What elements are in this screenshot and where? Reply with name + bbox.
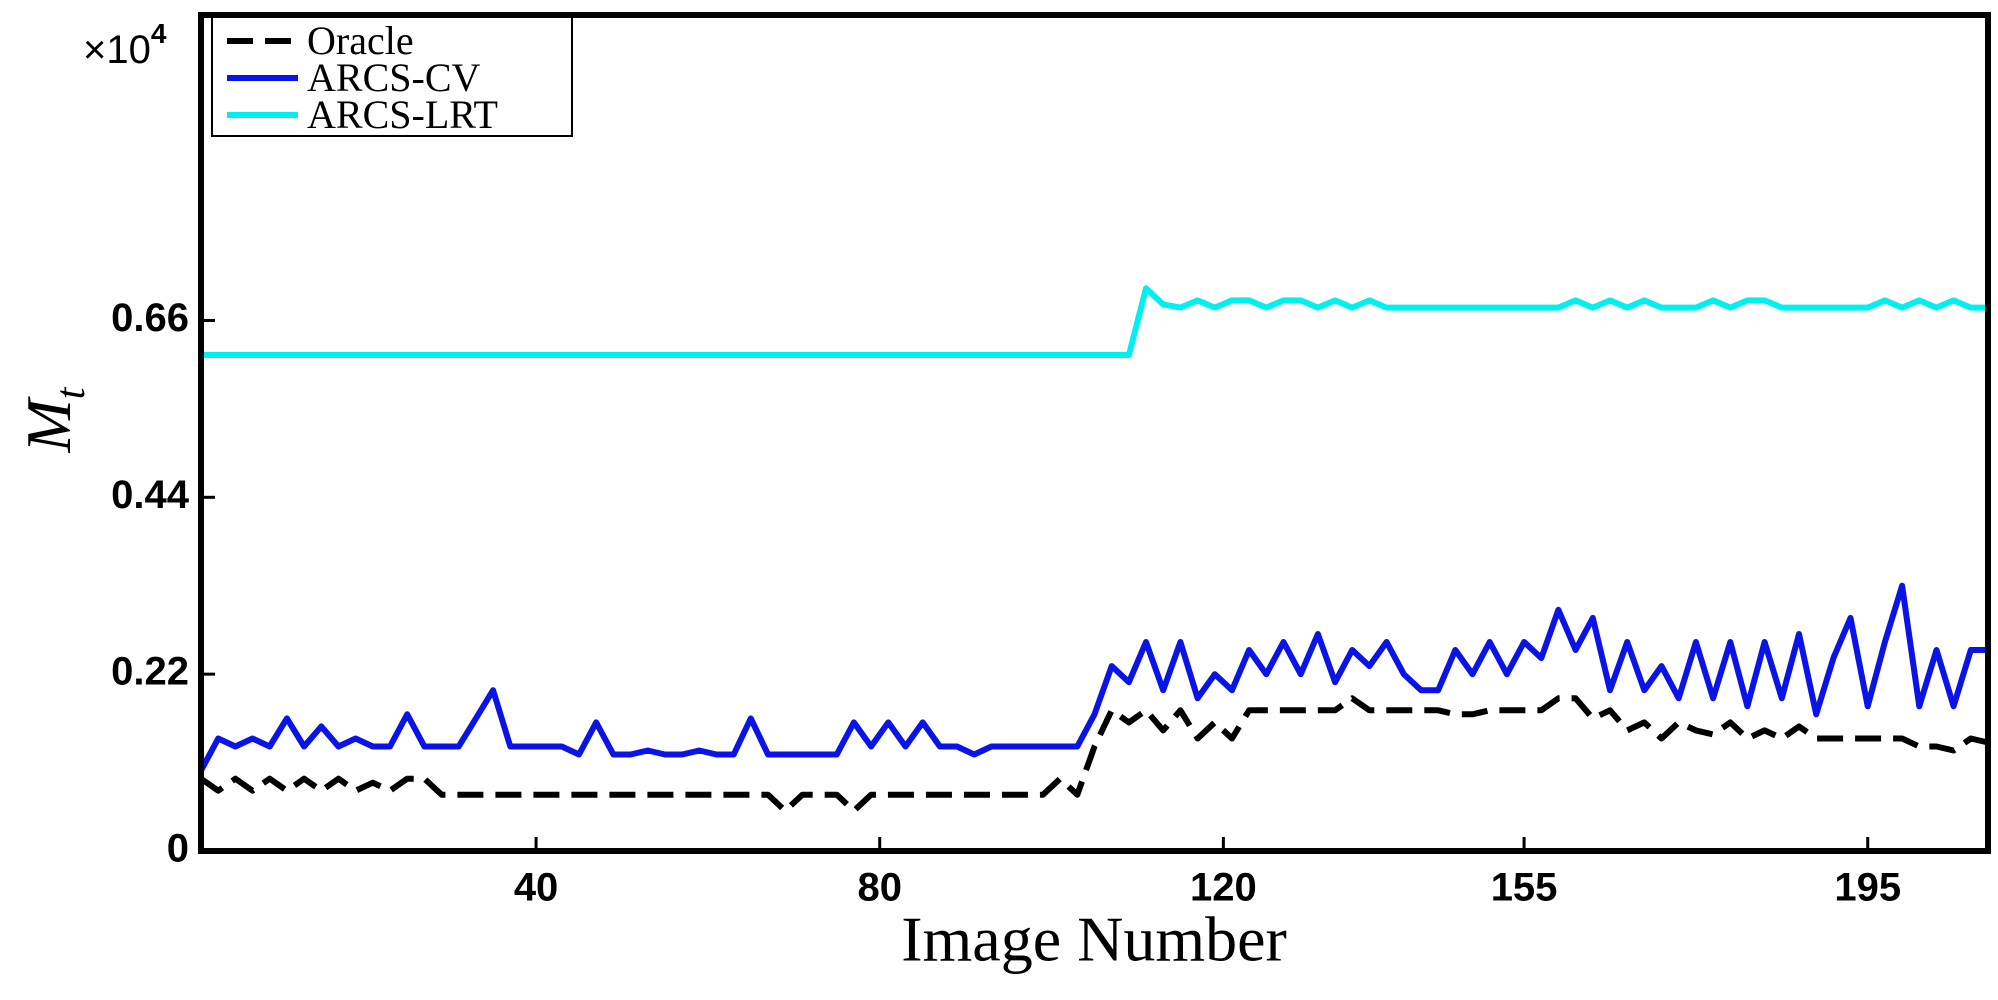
y-axis-label-base: M xyxy=(13,395,84,453)
legend-label: Oracle xyxy=(307,18,414,63)
y-tick-label: 0.22 xyxy=(111,650,189,694)
plot-frame xyxy=(198,12,1991,854)
y-axis-label: Mt xyxy=(13,386,94,453)
legend-label: ARCS-CV xyxy=(307,55,480,100)
y-tick-label: 0.44 xyxy=(111,473,190,517)
x-tick-label: 80 xyxy=(857,866,902,910)
y-multiplier: ×104 xyxy=(83,18,167,71)
series-line xyxy=(199,695,1989,814)
y-tick-label: 0.66 xyxy=(111,296,189,340)
y-multiplier-base: ×10 xyxy=(83,28,151,72)
x-tick-label: 40 xyxy=(514,866,559,910)
legend-label: ARCS-LRT xyxy=(307,92,498,137)
y-multiplier-exponent: 4 xyxy=(151,18,167,49)
x-tick-label: 120 xyxy=(1190,866,1257,910)
series-line xyxy=(201,285,1988,358)
series-line xyxy=(198,582,1988,773)
x-tick-label: 155 xyxy=(1491,866,1558,910)
y-axis-label-subscript: t xyxy=(48,386,94,399)
x-tick-label: 195 xyxy=(1834,866,1901,910)
x-axis-label: Image Number xyxy=(901,904,1287,975)
y-tick-label: 0 xyxy=(167,827,189,871)
